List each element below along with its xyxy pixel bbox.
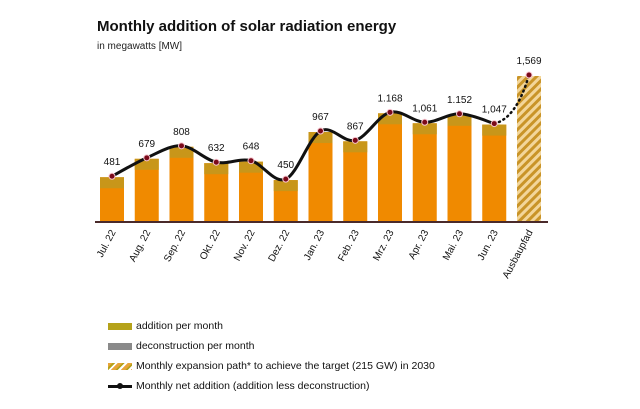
x-tick-label: Jul. 22: [95, 228, 119, 260]
data-label: 1,569: [516, 56, 541, 67]
net-addition-point: [212, 158, 220, 166]
data-label: 648: [243, 142, 260, 153]
data-label: 450: [277, 160, 294, 171]
net-addition-point: [317, 127, 324, 135]
net-addition-point: [421, 118, 429, 126]
x-tick-label: Mai. 23: [441, 228, 466, 263]
legend-item: Monthly expansion path* to achieve the t…: [108, 356, 435, 376]
net-addition-point: [108, 172, 116, 180]
x-tick-label: Nov. 22: [232, 228, 258, 263]
net-addition-point: [143, 154, 151, 162]
x-tick-label: Sep. 22: [162, 228, 188, 264]
x-tick-label: Ausbaupfad: [501, 228, 536, 280]
x-tick-label: Feb. 23: [336, 228, 362, 263]
legend: addition per month deconstruction per mo…: [108, 316, 435, 396]
legend-swatch: [108, 342, 132, 350]
bar: [447, 114, 472, 222]
net-addition-point: [282, 175, 290, 183]
bar: [482, 124, 507, 222]
x-tick-label: Aug. 22: [127, 228, 153, 264]
bar-addition-top: [239, 161, 263, 173]
bar: [412, 123, 437, 222]
x-tick-label: Okt. 22: [198, 228, 223, 262]
bar-addition-top: [447, 114, 472, 126]
net-addition-point: [525, 71, 533, 79]
bar: [378, 113, 402, 222]
net-addition-point: [456, 110, 463, 118]
net-addition-point: [490, 120, 498, 128]
bar-addition-top: [169, 146, 194, 158]
legend-label: Monthly expansion path* to achieve the t…: [136, 360, 435, 372]
data-label: 867: [347, 121, 364, 132]
bar-addition-top: [273, 180, 298, 192]
data-label: 632: [208, 143, 225, 154]
data-label: 679: [138, 139, 155, 150]
bar-addition-top: [412, 123, 437, 135]
legend-item: deconstruction per month: [108, 336, 435, 356]
x-tick-label: Apr. 23: [407, 228, 432, 262]
data-label: 967: [312, 112, 329, 123]
legend-item: Monthly net addition (addition less deco…: [108, 376, 435, 396]
net-addition-point: [178, 142, 185, 150]
data-label: 481: [104, 157, 121, 168]
data-label: 1.152: [447, 95, 472, 106]
bar-addition-top: [308, 132, 333, 144]
net-addition-point: [386, 108, 394, 116]
net-addition-line: [111, 110, 495, 182]
plot-area: 481 Jul. 22 679 Aug. 22 808 Sep. 22 632 Okt. 22…: [95, 56, 548, 281]
legend-label: Monthly net addition (addition less deco…: [136, 380, 370, 392]
net-addition-point: [247, 157, 255, 165]
data-label: 1.168: [377, 93, 402, 104]
bar-addition-top: [343, 141, 368, 153]
x-tick-label: Jan. 23: [302, 228, 327, 263]
legend-swatch: [108, 362, 132, 370]
bar-addition-top: [482, 124, 507, 136]
data-label: 1,061: [412, 103, 437, 114]
x-tick-label: Mrz. 23: [371, 228, 397, 263]
expansion-path-line: [493, 73, 531, 125]
legend-item: addition per month: [108, 316, 435, 336]
bar-addition-top: [204, 163, 229, 175]
legend-label: deconstruction per month: [136, 340, 255, 352]
x-tick-label: Jun. 23: [476, 228, 501, 263]
bar: [169, 146, 194, 222]
data-label: 808: [173, 127, 190, 138]
net-addition-point: [351, 136, 359, 144]
bar-addition-top: [100, 177, 124, 189]
bar: [343, 141, 368, 222]
legend-label: addition per month: [136, 320, 223, 332]
x-tick-label: Dez. 22: [267, 228, 293, 264]
bar: [308, 132, 333, 222]
chart-title: Monthly addition of solar radiation ener…: [97, 18, 397, 35]
bar-expansion-path: [517, 76, 541, 222]
data-label: 1,047: [482, 105, 507, 116]
chart-subtitle: in megawatts [MW]: [97, 41, 183, 52]
bar-addition-top: [134, 158, 159, 170]
legend-swatch: [108, 322, 132, 330]
legend-swatch: [108, 382, 132, 389]
bar-addition-top: [378, 113, 402, 125]
